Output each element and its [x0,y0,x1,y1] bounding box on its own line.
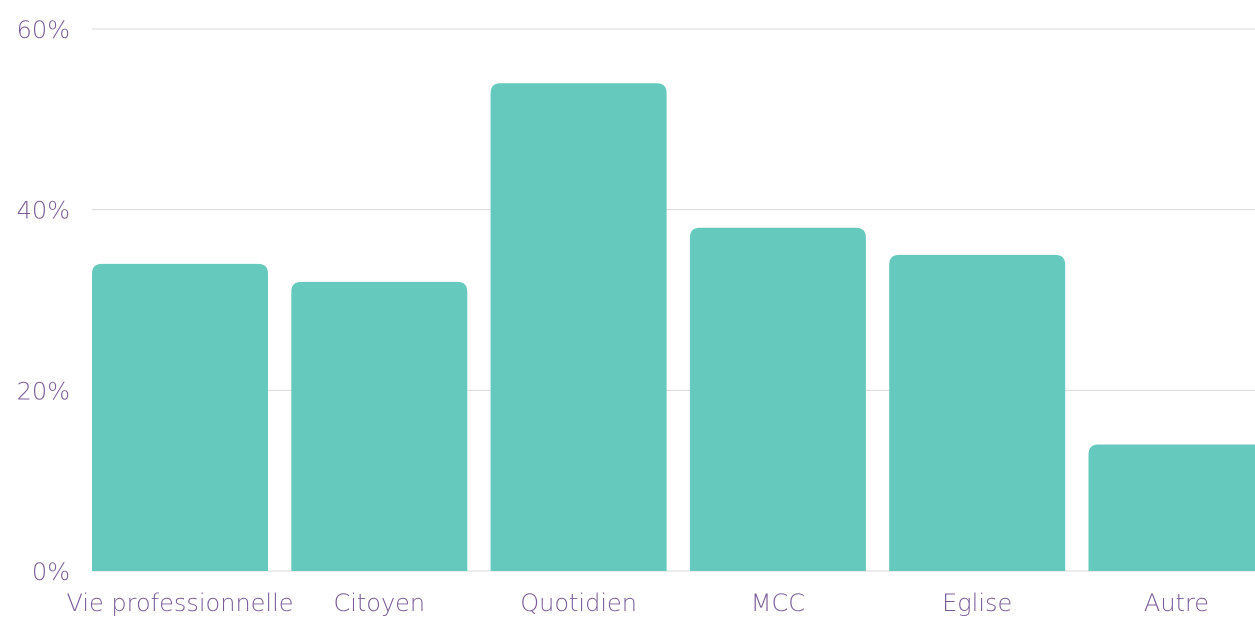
bar [291,281,468,571]
x-tick-label: Quotidien [520,589,637,617]
y-tick-label: 20% [17,377,70,405]
bar [490,83,667,571]
y-tick-label: 60% [17,16,70,44]
x-tick-label: Vie professionnelle [66,589,293,617]
x-tick-label: Autre [1144,589,1209,617]
x-tick-label: Eglise [942,589,1012,617]
x-tick-label: Citoyen [333,589,425,617]
bar [1088,444,1255,571]
y-tick-label: 40% [17,197,70,225]
y-tick-label: 0% [32,558,70,586]
x-tick-label: MCC [751,589,805,617]
bar [689,227,866,571]
bar [889,254,1066,572]
bar [92,263,268,571]
